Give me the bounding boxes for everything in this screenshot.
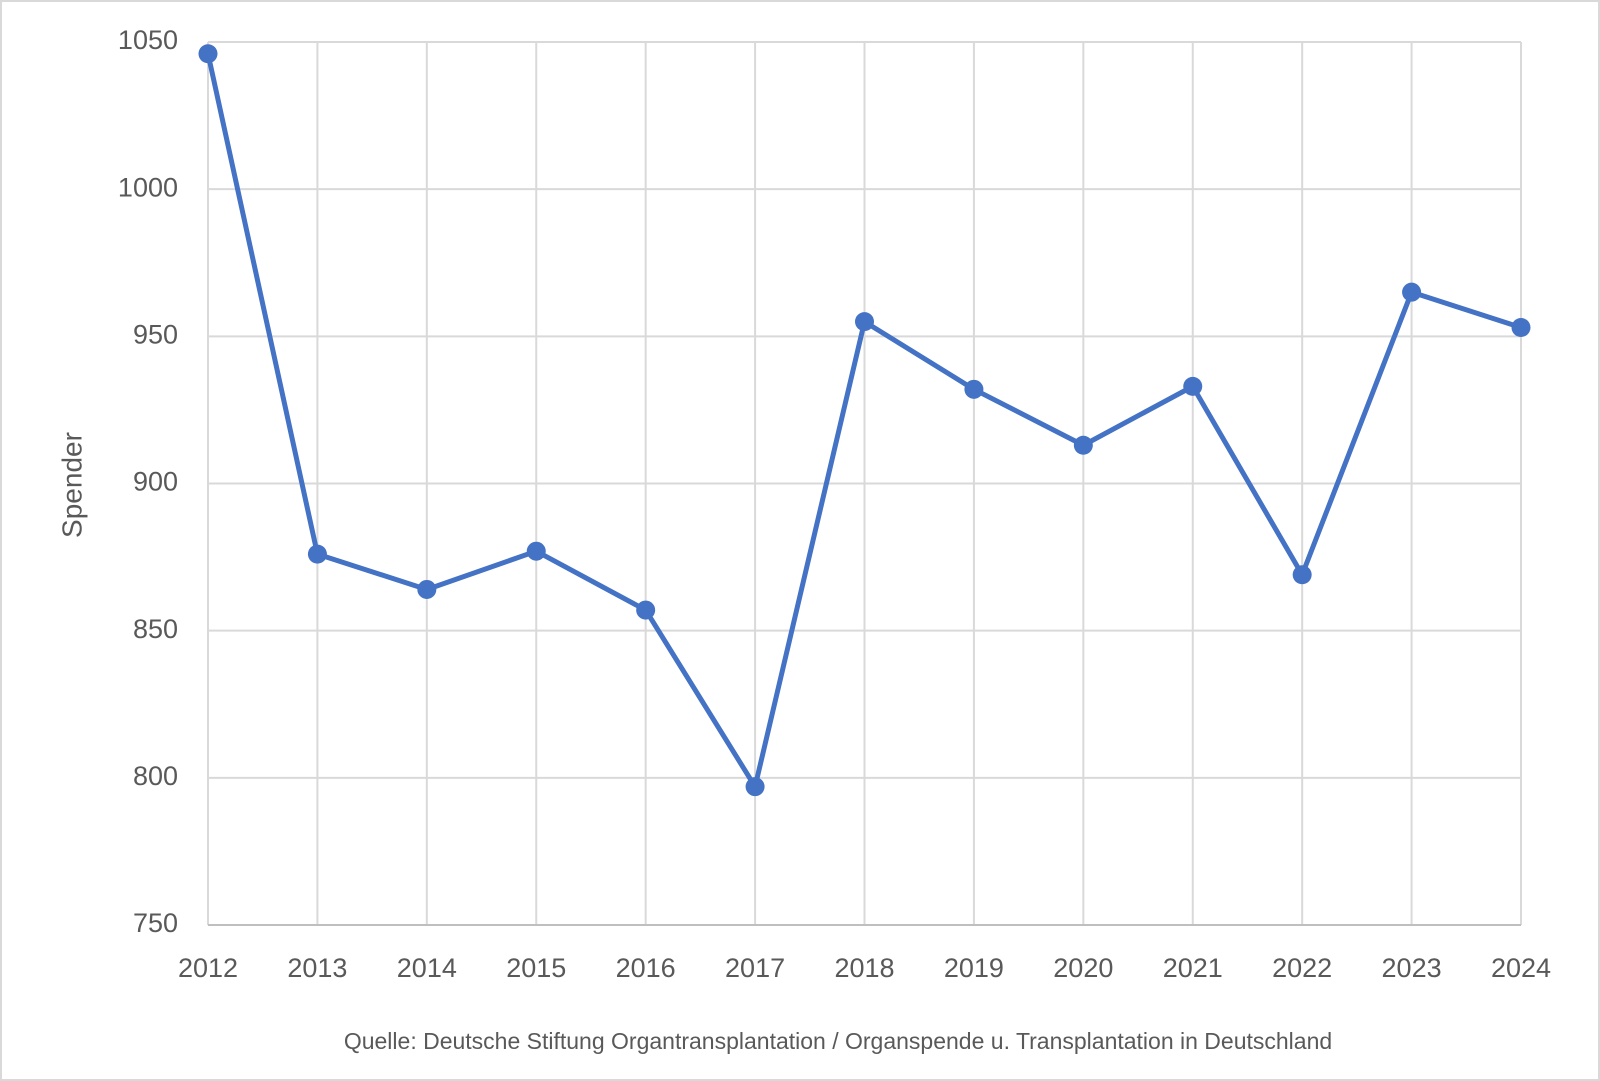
- point: [636, 600, 656, 620]
- y-tick-label: 1000: [118, 172, 178, 202]
- point: [417, 579, 437, 599]
- y-axis-label: Spender: [56, 432, 87, 538]
- x-tick-label: 2013: [287, 953, 347, 983]
- y-tick-label: 1050: [118, 25, 178, 55]
- x-tick-label: 2016: [616, 953, 676, 983]
- y-tick-label: 800: [133, 761, 178, 791]
- source-note: Quelle: Deutsche Stiftung Organtransplan…: [344, 1028, 1332, 1054]
- point: [745, 777, 765, 797]
- x-tick-label: 2012: [178, 953, 238, 983]
- point: [1292, 565, 1312, 585]
- x-tick-label: 2018: [834, 953, 894, 983]
- x-tick-label: 2024: [1491, 953, 1551, 983]
- x-tick-label: 2017: [725, 953, 785, 983]
- x-tick-label: 2014: [397, 953, 457, 983]
- x-tick-label: 2019: [944, 953, 1004, 983]
- x-tick-label: 2021: [1163, 953, 1223, 983]
- point: [198, 44, 218, 64]
- x-tick-label: 2022: [1272, 953, 1332, 983]
- y-tick-label: 900: [133, 467, 178, 497]
- x-tick-label: 2023: [1382, 953, 1442, 983]
- point: [1511, 318, 1531, 338]
- y-tick-label: 750: [133, 908, 178, 938]
- point: [307, 544, 327, 564]
- x-tick-label: 2015: [506, 953, 566, 983]
- point: [1073, 435, 1093, 455]
- point: [1402, 282, 1422, 302]
- x-tick-label: 2020: [1053, 953, 1113, 983]
- point: [526, 541, 546, 561]
- point: [964, 379, 984, 399]
- y-tick-label: 950: [133, 319, 178, 349]
- point: [855, 312, 874, 332]
- y-tick-label: 850: [133, 614, 178, 644]
- point: [1183, 376, 1203, 396]
